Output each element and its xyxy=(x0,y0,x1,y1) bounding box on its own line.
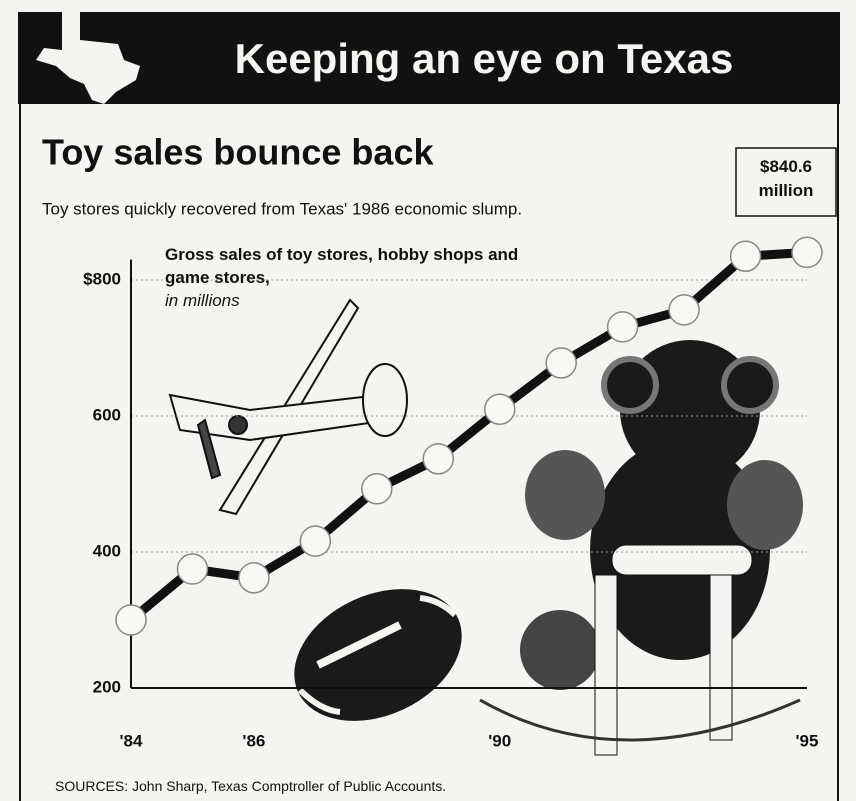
data-point xyxy=(422,443,455,475)
football-illustration xyxy=(294,589,462,721)
y-axis-unit: in millions xyxy=(165,291,240,310)
chart-subtitle: Toy stores quickly recovered from Texas'… xyxy=(42,199,522,218)
x-tick-label: '84 xyxy=(120,731,143,750)
data-point xyxy=(176,553,209,585)
y-axis-label: Gross sales of toy stores, hobby shops a… xyxy=(165,245,519,287)
y-tick-label: 200 xyxy=(93,677,121,696)
data-point xyxy=(299,525,332,557)
data-point xyxy=(606,311,639,343)
x-tick-label: '95 xyxy=(796,731,819,750)
data-point xyxy=(115,604,147,636)
data-point xyxy=(668,294,700,326)
data-point xyxy=(729,240,762,272)
y-tick-label: 600 xyxy=(93,405,121,424)
data-point xyxy=(791,236,823,269)
data-point xyxy=(545,347,577,379)
data-point xyxy=(361,473,393,505)
y-axis-title: Gross sales of toy stores, hobby shops a… xyxy=(165,243,535,312)
y-tick-label: 400 xyxy=(93,541,121,560)
header-title: Keeping an eye on Texas xyxy=(235,35,734,82)
data-point xyxy=(483,393,516,425)
x-tick-label: '86 xyxy=(242,731,265,750)
y-tick-label: $800 xyxy=(83,269,121,288)
header-band xyxy=(18,12,840,104)
callout-label: $840.6 million xyxy=(758,157,814,200)
airplane-illustration xyxy=(168,298,408,516)
callout-box xyxy=(735,147,837,217)
texas-icon xyxy=(36,8,140,104)
chart-title: Toy sales bounce back xyxy=(42,132,434,173)
source-note: SOURCES: John Sharp, Texas Comptroller o… xyxy=(55,778,447,794)
teddy-bear-illustration xyxy=(479,340,803,756)
x-tick-label: '90 xyxy=(488,731,511,750)
data-point xyxy=(238,562,270,594)
